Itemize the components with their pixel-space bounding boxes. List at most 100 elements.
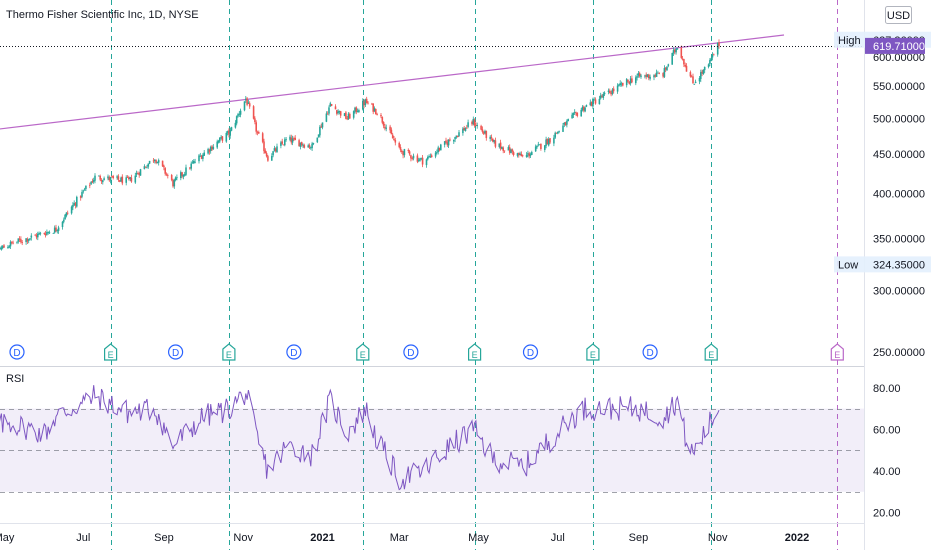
candle-body [126,177,129,178]
candle-body [248,103,251,107]
candle-body [536,145,538,148]
candle-body [291,138,294,143]
candle-body [667,64,670,66]
candle-body [707,64,710,68]
candle-body [590,101,593,106]
time-tick-label: May [468,532,489,544]
candle-body [680,47,683,58]
candle-body [389,126,391,131]
candle-body [152,160,155,162]
candle-body [271,156,273,161]
candle-body [585,105,588,107]
dividend-marker[interactable] [403,344,419,360]
candle-body [507,147,510,151]
price-tick-label: 400.00000 [873,189,925,201]
candle-body [372,103,374,112]
time-tick-label: Nov [708,532,728,544]
price-pane[interactable]: D D D D D D E E E E E E E Thermo Fisher Scientific I… [0,0,864,550]
candle-body [584,107,586,112]
candle-body [128,177,130,180]
trendline[interactable] [0,34,785,131]
candle-body [129,176,131,180]
candle-body [130,177,133,182]
candle-body [252,106,255,119]
candle-body [349,113,351,119]
candle-body [612,88,615,92]
candle-body [480,125,482,130]
earnings-marker[interactable] [830,343,844,361]
candle-body [476,125,478,127]
candle-body [189,167,191,169]
candle-body [109,176,112,181]
candle-body [557,131,559,134]
candle-body [325,113,328,122]
price-label-name: High [838,35,861,47]
candle-body [653,75,655,78]
candle-body [298,140,300,147]
price-axis[interactable]: 600.00000 550.00000 500.00000 450.00000 400.… [873,52,925,359]
candle-body [334,106,337,110]
candle-body [663,68,666,77]
candle-body [289,136,291,140]
candle-body [471,121,473,125]
candle-body [371,103,373,105]
candle-body [438,147,441,151]
candle-body [581,106,584,111]
candle-body [455,135,458,138]
price-label-box[interactable] [834,256,931,273]
candle-body [56,230,59,232]
dividend-marker[interactable] [642,344,658,360]
candle-body [463,128,465,131]
candle-body [3,245,5,248]
candle-body [381,117,384,123]
dividend-marker[interactable] [9,344,25,360]
rsi-axis[interactable]: 80.00 60.00 40.00 20.00 [873,383,901,520]
earnings-marker[interactable] [468,343,482,361]
time-axis[interactable]: May Jul Sep Nov 2021 Mar May Jul Sep Nov 2022 [0,532,809,544]
candle-body [320,126,322,128]
currency-badge[interactable]: USD [885,6,912,24]
candle-body [154,159,156,162]
candle-body [100,180,103,182]
candle-body [671,52,673,65]
earnings-marker[interactable] [222,343,236,361]
earnings-marker[interactable] [704,343,718,361]
earnings-marker[interactable] [586,343,600,361]
candle-body [243,101,246,111]
dividend-marker[interactable] [286,344,302,360]
candle-body [430,155,433,158]
dividend-marker[interactable] [522,344,539,360]
event-markers: D D D D D DE E E E E E E [9,343,844,361]
candle-body [190,163,192,169]
candle-body [217,140,220,143]
dividend-marker[interactable] [168,344,184,360]
candle-body [82,190,85,192]
candle-body [625,79,628,86]
earnings-lines [111,0,838,550]
candle-body [79,196,82,198]
candle-body [355,107,358,113]
earnings-marker-label: E [708,350,714,360]
candle-body [194,161,196,163]
candle-body [638,73,641,77]
candle-body [443,141,446,145]
candle-body [434,152,437,157]
earnings-marker[interactable] [356,343,370,361]
earnings-marker[interactable] [103,343,118,361]
candle-body [519,153,521,156]
candle-body [21,242,23,243]
candle-body [47,231,49,233]
candle-body [238,113,241,115]
candle-body [53,227,56,233]
price-tick-label: 550.00000 [873,81,925,93]
candle-body [83,189,86,191]
candle-body [645,74,647,77]
candle-body [148,160,151,164]
candle-body [401,150,403,152]
rsi-pane[interactable]: RSI [0,373,864,493]
last-price-tag[interactable] [865,37,925,54]
candle-body [367,102,369,104]
dividend-marker-label: D [13,348,20,359]
candle-body [1,246,4,249]
